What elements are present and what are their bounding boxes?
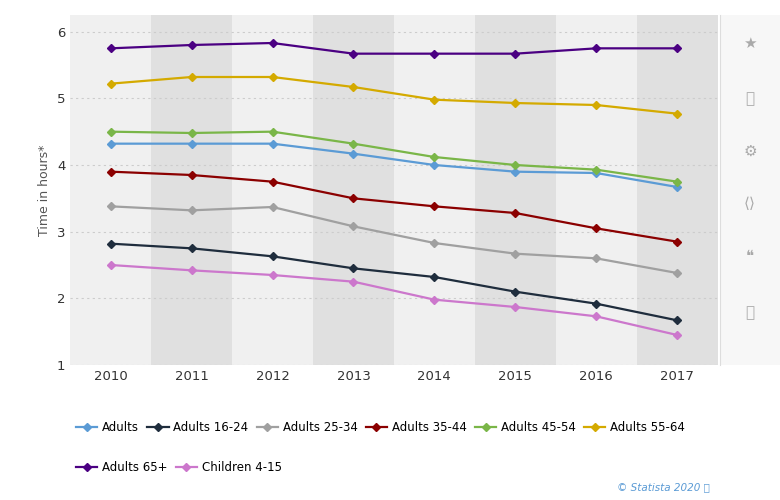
Bar <box>313 15 394 365</box>
Legend: Adults, Adults 16-24, Adults 25-34, Adults 35-44, Adults 45-54, Adults 55-64: Adults, Adults 16-24, Adults 25-34, Adul… <box>76 421 685 434</box>
Bar <box>70 15 151 365</box>
Bar <box>232 15 313 365</box>
Bar <box>151 15 232 365</box>
Text: ⚙: ⚙ <box>743 144 757 159</box>
Text: ★: ★ <box>743 36 757 51</box>
Text: © Statista 2020 🏴: © Statista 2020 🏴 <box>617 482 710 492</box>
Text: 🔔: 🔔 <box>746 92 754 106</box>
Bar <box>394 15 475 365</box>
Bar <box>475 15 556 365</box>
Text: ❝: ❝ <box>746 249 754 264</box>
Text: ⟨⟩: ⟨⟩ <box>744 196 756 212</box>
Legend: Adults 65+, Children 4-15: Adults 65+, Children 4-15 <box>76 461 282 474</box>
Bar <box>555 15 636 365</box>
Y-axis label: Time in hours*: Time in hours* <box>38 144 51 236</box>
Bar <box>636 15 718 365</box>
Text: 🖨: 🖨 <box>746 305 754 320</box>
